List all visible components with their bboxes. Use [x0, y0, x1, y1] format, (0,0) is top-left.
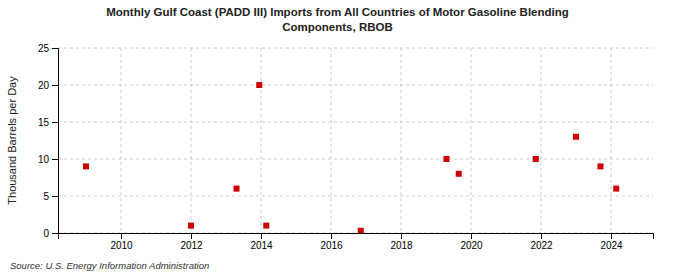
y-tick: 10: [38, 154, 58, 165]
point: [444, 156, 450, 162]
point: [613, 186, 619, 192]
title-line: Components, RBOB: [282, 21, 393, 33]
y-grid-line: [58, 159, 653, 160]
grid: [58, 48, 653, 233]
x-grid-line: [121, 48, 122, 233]
x-tick-mark: [331, 233, 332, 239]
x-tick-label: 2010: [110, 240, 133, 251]
plot-area: 2010 2012 2014 2016 2018 2020 2022 2024 0 5 10 15 20…: [38, 43, 654, 251]
y-tick-label: 5: [43, 191, 49, 202]
x-tick-mark: [261, 233, 262, 239]
x-tick-mark: [191, 233, 192, 239]
y-tick-label: 25: [38, 43, 50, 54]
x-grid-line: [611, 48, 612, 233]
x-tick-label: 2012: [180, 240, 203, 251]
point: [263, 223, 269, 229]
chart-container: Monthly Gulf Coast (PADD III) Imports fr…: [0, 0, 675, 275]
y-axis: 0 5 10 15 20 25: [38, 43, 59, 239]
y-tick-label: 20: [38, 80, 50, 91]
y-tick-mark: [52, 196, 58, 197]
x-grid-line: [191, 48, 192, 233]
y-grid-line: [58, 122, 653, 123]
x-axis: 2010 2012 2014 2016 2018 2020 2022 2024: [59, 233, 654, 251]
point: [598, 163, 604, 169]
y-tick: 25: [38, 43, 58, 54]
x-grid-line: [261, 48, 262, 233]
point: [256, 82, 262, 88]
x-tick: 2024: [600, 233, 623, 251]
y-tick: 0: [43, 228, 58, 239]
point: [358, 228, 364, 233]
title: Monthly Gulf Coast (PADD III) Imports fr…: [106, 6, 569, 33]
x-tick-mark: [121, 233, 122, 239]
x-tick-mark: [611, 233, 612, 239]
x-axis-line: [59, 234, 654, 240]
y-tick-label: 10: [38, 154, 50, 165]
x-grid-line: [401, 48, 402, 233]
x-tick-label: 2016: [320, 240, 343, 251]
x-tick-mark: [401, 233, 402, 239]
y-tick-label: 15: [38, 117, 50, 128]
chart-svg: Monthly Gulf Coast (PADD III) Imports fr…: [0, 0, 675, 275]
x-tick: 2020: [460, 233, 483, 251]
point: [456, 171, 462, 177]
x-grid-line: [471, 48, 472, 233]
x-tick: 2022: [530, 233, 553, 251]
annotation: Source: U.S. Energy Information Administ…: [10, 260, 209, 271]
y-tick: 15: [38, 117, 58, 128]
y-tick-mark: [52, 85, 58, 86]
x-tick: 2014: [250, 233, 273, 251]
x-tick-label: 2018: [390, 240, 413, 251]
x-grid-line: [331, 48, 332, 233]
x-tick-label: 2024: [600, 240, 623, 251]
point: [533, 156, 539, 162]
x-tick: 2018: [390, 233, 413, 251]
y-axis-line: [52, 49, 59, 234]
x-tick-label: 2020: [460, 240, 483, 251]
y-axis-title: Thousand Barrels per Day: [6, 76, 18, 205]
y-grid-line: [58, 48, 653, 49]
y-grid-line: [58, 85, 653, 86]
y-tick-mark: [52, 48, 58, 49]
x-tick: 2010: [110, 233, 133, 251]
x-tick: 2016: [320, 233, 343, 251]
x-grid-line: [541, 48, 542, 233]
y-grid-line: [58, 196, 653, 197]
point: [573, 134, 579, 140]
y-tick: 5: [43, 191, 58, 202]
y-tick: 20: [38, 80, 58, 91]
point: [188, 223, 194, 229]
x-tick-mark: [541, 233, 542, 239]
point: [83, 163, 89, 169]
x-tick-label: 2022: [530, 240, 553, 251]
title-line: Monthly Gulf Coast (PADD III) Imports fr…: [106, 6, 569, 18]
points: [83, 82, 619, 233]
y-tick-label: 0: [43, 228, 49, 239]
y-tick-mark: [52, 233, 58, 234]
x-tick-label: 2014: [250, 240, 273, 251]
x-tick: 2012: [180, 233, 203, 251]
y-tick-mark: [52, 122, 58, 123]
point: [234, 186, 240, 192]
x-tick-mark: [471, 233, 472, 239]
y-tick-mark: [52, 159, 58, 160]
